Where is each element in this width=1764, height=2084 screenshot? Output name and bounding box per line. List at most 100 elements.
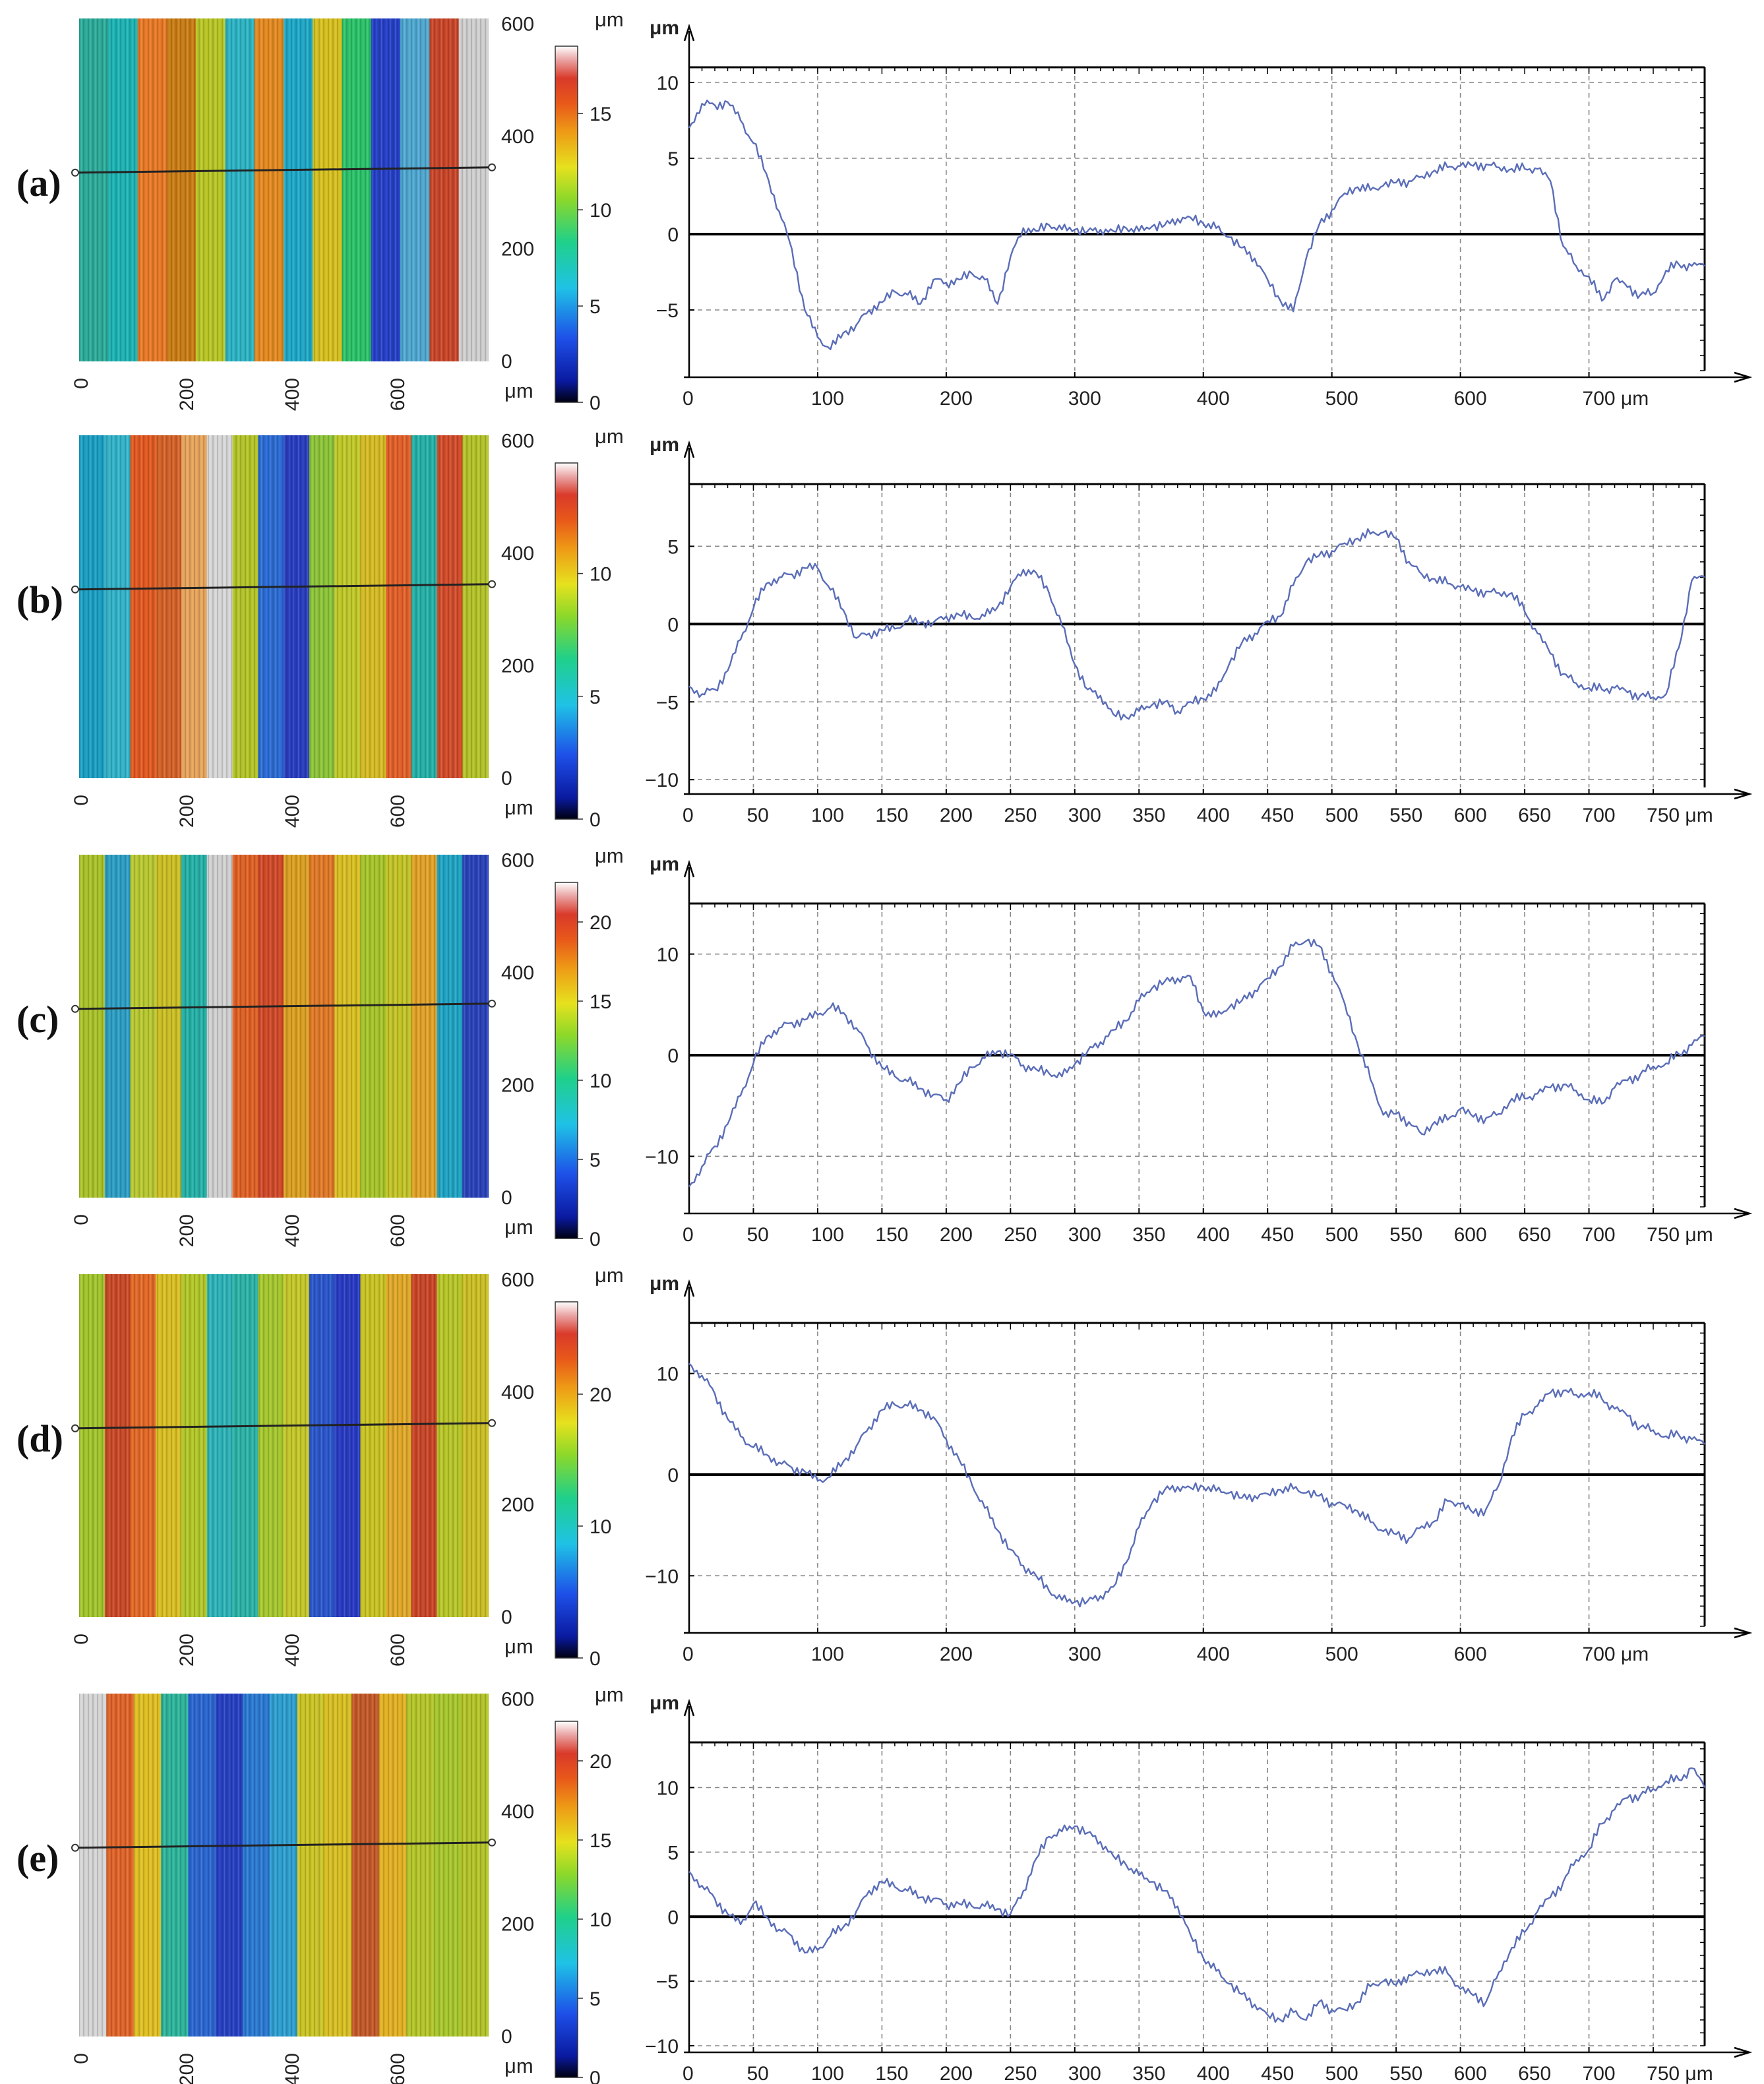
y-tick-label: 10 bbox=[657, 73, 679, 94]
colorbar-c: μm 0 5 10 15 20 bbox=[555, 844, 624, 1250]
y-tick-label: 10 bbox=[657, 944, 679, 966]
map-texture bbox=[79, 1694, 488, 2037]
map-x-tick: 0 bbox=[71, 378, 92, 389]
x-tick-label: 0 bbox=[683, 2063, 694, 2084]
x-tick-label: 50 bbox=[746, 805, 768, 826]
map-x-tick: 200 bbox=[176, 795, 198, 828]
map-unit: μm bbox=[504, 379, 533, 402]
x-tick-label: 650 bbox=[1518, 1224, 1551, 1246]
y-tick-label: 0 bbox=[667, 614, 679, 636]
x-tick-label: 750 μm bbox=[1647, 2063, 1713, 2084]
x-tick-label: 500 bbox=[1325, 1643, 1358, 1665]
x-tick-label: 400 bbox=[1197, 1643, 1230, 1665]
map-texture bbox=[79, 435, 488, 778]
colorbar-tick: 5 bbox=[590, 1149, 601, 1171]
x-tick-label: 300 bbox=[1068, 805, 1101, 826]
colorbar-tick: 10 bbox=[590, 1070, 611, 1092]
x-axis-arrow bbox=[1734, 1627, 1753, 1639]
colorbar-tick: 10 bbox=[590, 200, 611, 222]
colorbar-e: μm 0 5 10 15 20 bbox=[555, 1683, 624, 2084]
map-y-tick: 600 bbox=[501, 14, 534, 36]
colorbar-b: μm 0 5 10 bbox=[555, 425, 624, 831]
colorbar-a: μm 0 5 10 15 bbox=[555, 8, 624, 414]
x-tick-label: 100 bbox=[811, 1643, 844, 1665]
x-tick-label: 600 bbox=[1454, 388, 1487, 410]
x-tick-label: 150 bbox=[875, 2063, 908, 2084]
map-y-tick: 600 bbox=[501, 850, 534, 872]
x-tick-label: 400 bbox=[1197, 1224, 1230, 1246]
x-tick-label: 50 bbox=[746, 2063, 768, 2084]
x-tick-label: 600 bbox=[1454, 1643, 1487, 1665]
y-axis-arrow bbox=[683, 23, 695, 42]
x-tick-label: 0 bbox=[683, 388, 694, 410]
map-texture bbox=[79, 1274, 488, 1617]
x-tick-label: 450 bbox=[1261, 1224, 1294, 1246]
map-x-tick: 200 bbox=[176, 1634, 198, 1667]
colorbar-tick: 20 bbox=[590, 1384, 611, 1406]
map-x-tick: 600 bbox=[387, 378, 409, 411]
map-x-tick: 600 bbox=[387, 1634, 409, 1667]
x-tick-label: 350 bbox=[1132, 805, 1165, 826]
map-y-tick: 200 bbox=[501, 1914, 534, 1936]
map-unit: μm bbox=[504, 1635, 533, 1658]
x-tick-label: 300 bbox=[1068, 1643, 1101, 1665]
map-y-tick: 0 bbox=[501, 351, 512, 373]
x-tick-label: 350 bbox=[1132, 1224, 1165, 1246]
x-tick-label: 750 μm bbox=[1647, 1224, 1713, 1246]
y-tick-label: −10 bbox=[645, 1566, 679, 1587]
profile-series bbox=[688, 938, 1705, 1187]
map-y-tick: 400 bbox=[501, 1801, 534, 1823]
y-axis-unit: μm bbox=[650, 1273, 679, 1295]
map-x-tick: 400 bbox=[282, 2053, 303, 2084]
profile-line bbox=[75, 166, 493, 174]
profile-line bbox=[75, 583, 493, 591]
profile-start-marker bbox=[71, 1004, 79, 1013]
colorbar-gradient bbox=[555, 462, 578, 820]
y-tick-label: −5 bbox=[656, 300, 679, 322]
panel-label: (d) bbox=[16, 1417, 63, 1460]
map-x-tick: 400 bbox=[282, 378, 303, 411]
map-y-tick: 400 bbox=[501, 126, 534, 148]
map-x-tick: 400 bbox=[282, 1634, 303, 1667]
x-tick-label: 500 bbox=[1325, 388, 1358, 410]
profile-end-marker bbox=[488, 999, 496, 1008]
colorbar-gradient bbox=[555, 1721, 578, 2078]
profile-series bbox=[688, 99, 1705, 350]
x-tick-label: 100 bbox=[811, 1224, 844, 1246]
colorbar-tick: 0 bbox=[590, 2068, 601, 2084]
colorbar-tick: 10 bbox=[590, 1909, 611, 1931]
x-tick-label: 0 bbox=[683, 1643, 694, 1665]
profile-end-marker bbox=[488, 1838, 496, 1847]
x-tick-label: 150 bbox=[875, 805, 908, 826]
profile-chart-c: μm0 50 100 150 200 250 300 350 400 450 500 550 600 65… bbox=[645, 853, 1753, 1246]
profile-chart-e: μm0 50 100 150 200 250 300 350 400 450 500 550 600 65… bbox=[645, 1692, 1753, 2084]
colorbar-gradient bbox=[555, 882, 578, 1239]
y-tick-label: 10 bbox=[657, 1364, 679, 1386]
x-tick-label: 250 bbox=[1004, 1224, 1037, 1246]
map-unit: μm bbox=[504, 2054, 533, 2077]
profile-line bbox=[75, 1841, 493, 1849]
x-tick-label: 600 bbox=[1454, 805, 1487, 826]
panel-label: (b) bbox=[16, 578, 63, 621]
profile-chart-b: μm0 50 100 150 200 250 300 350 400 450 500 550 600 65… bbox=[645, 434, 1753, 826]
map-texture bbox=[79, 855, 488, 1198]
y-tick-label: 0 bbox=[667, 224, 679, 246]
y-axis-arrow bbox=[683, 859, 695, 878]
map-x-tick: 400 bbox=[282, 1214, 303, 1247]
colorbar-tick: 15 bbox=[590, 991, 611, 1013]
y-axis-arrow bbox=[683, 1279, 695, 1297]
x-tick-label: 250 bbox=[1004, 805, 1037, 826]
colorbar-tick: 20 bbox=[590, 1751, 611, 1773]
profile-start-marker bbox=[71, 585, 79, 594]
colorbar-gradient bbox=[555, 46, 578, 403]
profile-line bbox=[75, 1422, 493, 1430]
x-tick-label: 250 bbox=[1004, 2063, 1037, 2084]
x-tick-label: 500 bbox=[1325, 1224, 1358, 1246]
colorbar-unit: μm bbox=[595, 8, 624, 31]
y-tick-label: −5 bbox=[656, 692, 679, 714]
map-y-tick: 200 bbox=[501, 1494, 534, 1516]
colorbar-unit: μm bbox=[595, 1683, 624, 1706]
map-x-tick: 400 bbox=[282, 795, 303, 828]
